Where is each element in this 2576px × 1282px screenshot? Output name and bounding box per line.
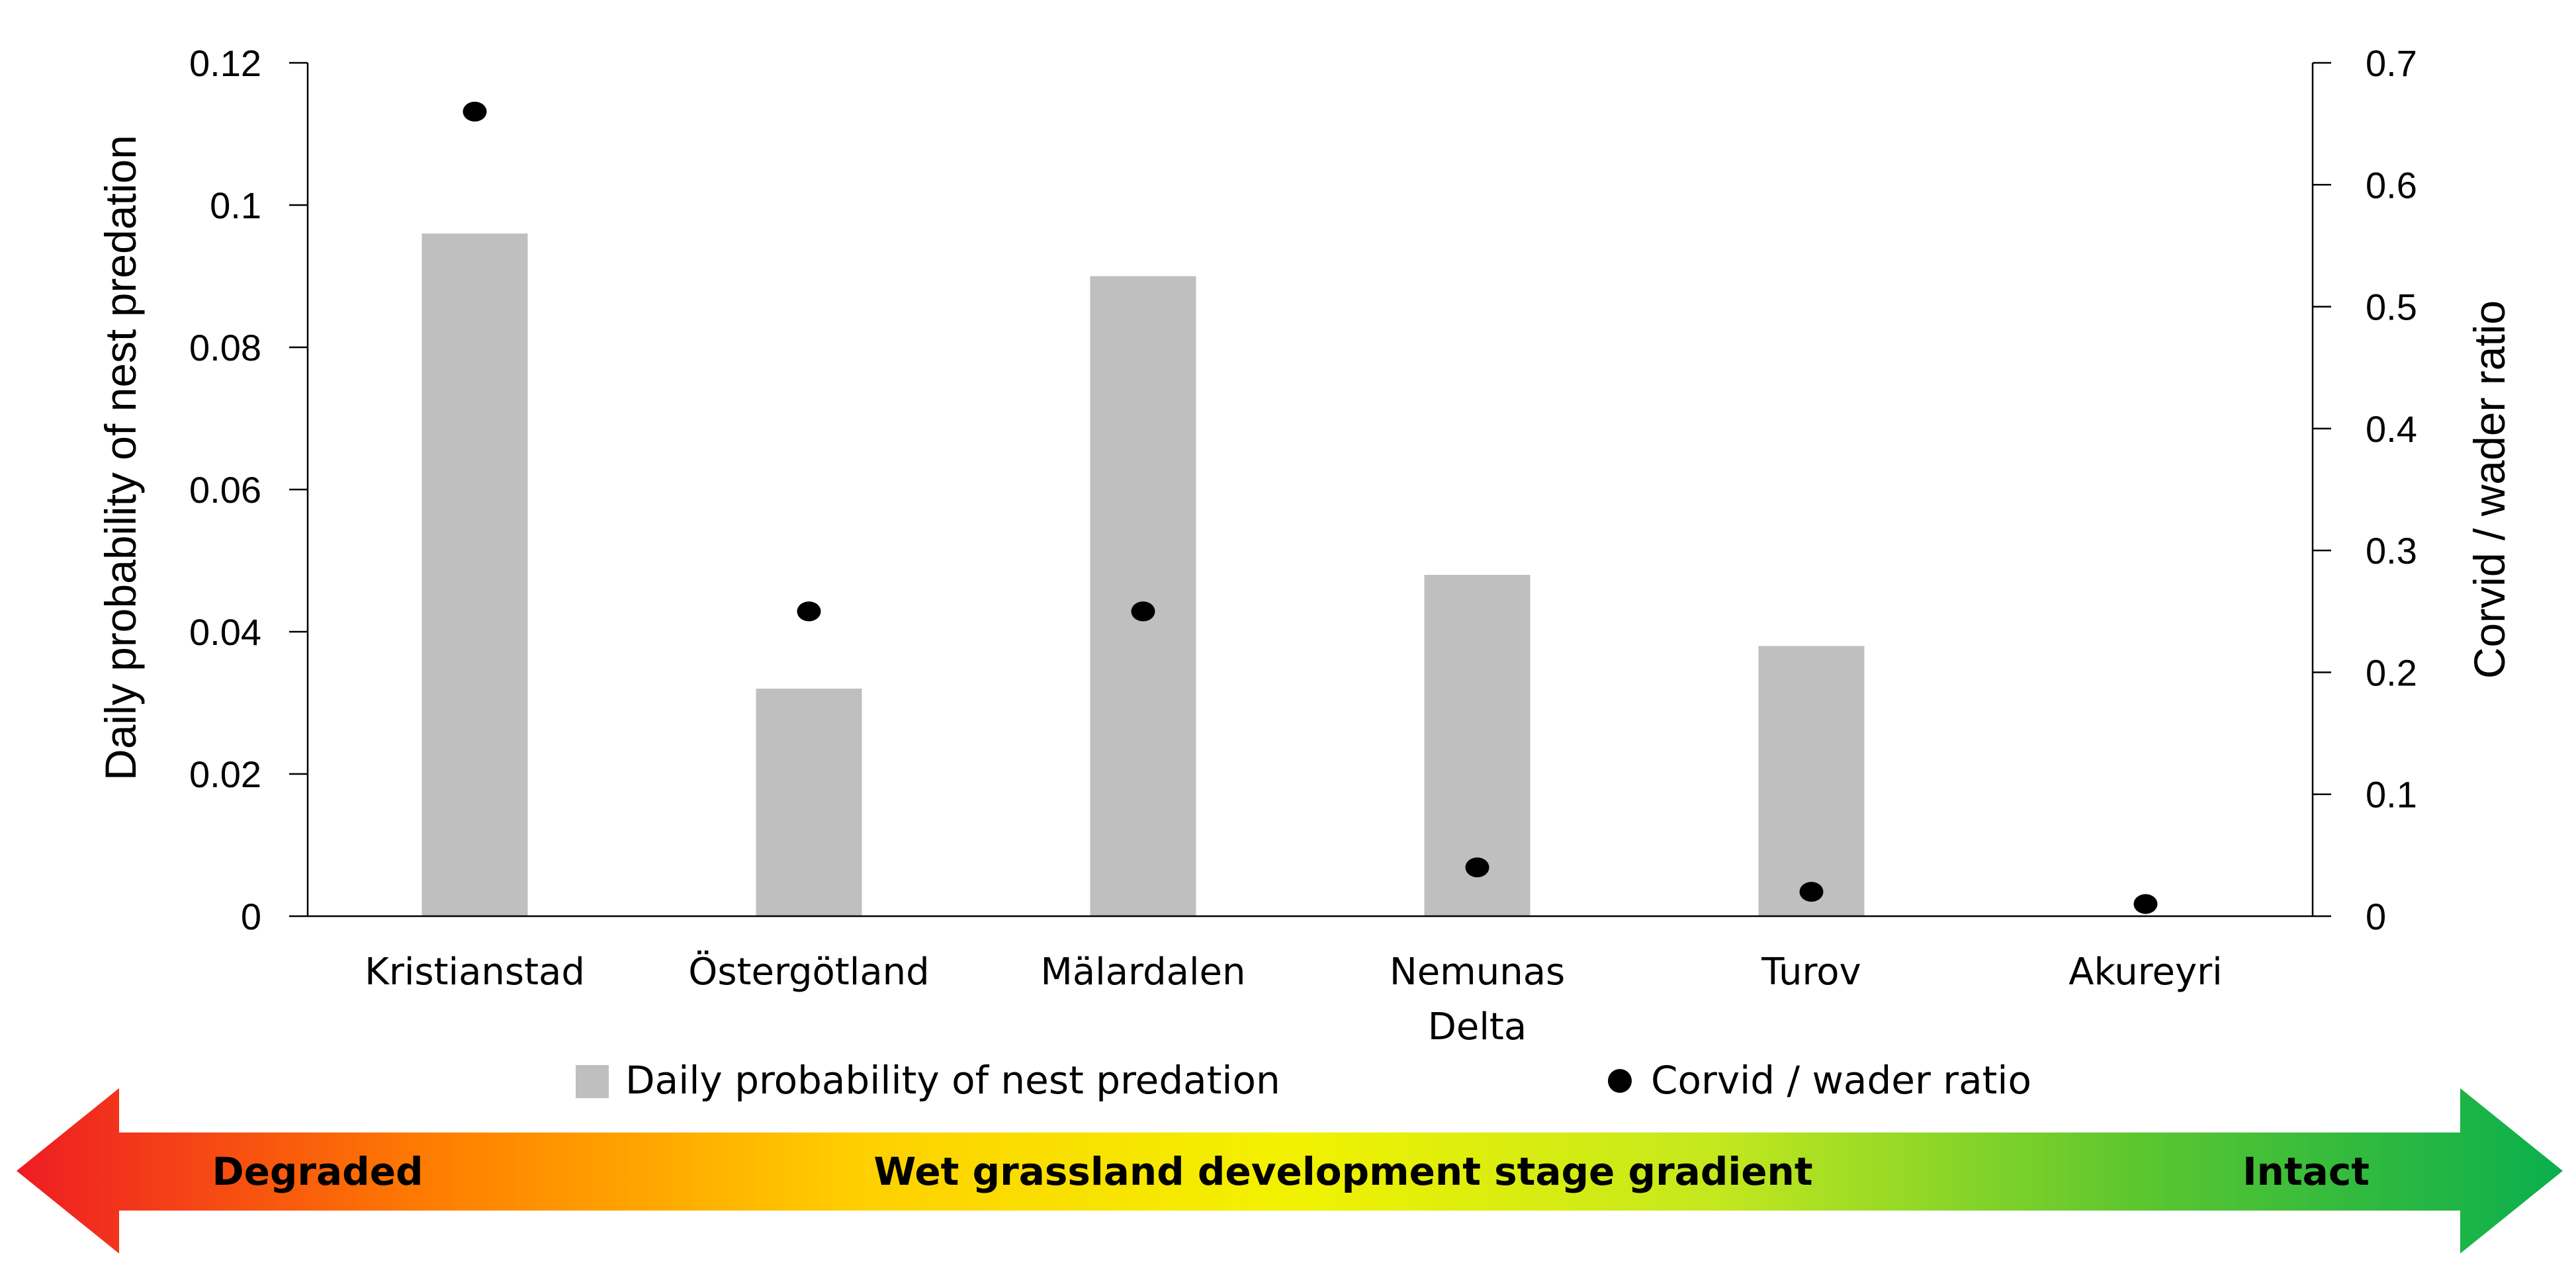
gradient-arrow-shape — [17, 1088, 2563, 1254]
point-mälardalen — [1131, 601, 1155, 622]
gradient-right-label: Intact — [2243, 1149, 2370, 1194]
right-tick-label: 0.3 — [2366, 530, 2417, 572]
category-label: Delta — [1428, 1005, 1527, 1048]
left-tick-label: 0 — [241, 896, 261, 937]
left-tick-label: 0.08 — [189, 327, 261, 368]
right-tick-label: 0.2 — [2366, 652, 2417, 693]
left-axis-title: Daily probability of nest predation — [96, 135, 145, 781]
bar-kristianstad — [422, 234, 528, 916]
right-tick-label: 0.4 — [2366, 408, 2417, 450]
gradient-center-label: Wet grassland development stage gradient — [873, 1149, 1812, 1194]
legend-point-swatch — [1608, 1069, 1632, 1093]
legend-point-label: Corvid / wader ratio — [1651, 1058, 2031, 1103]
bar-mälardalen — [1090, 276, 1196, 916]
category-label: Kristianstad — [365, 951, 585, 994]
category-label: Mälardalen — [1041, 951, 1246, 994]
bar-östergötland — [756, 689, 862, 916]
category-label: Östergötland — [688, 951, 929, 994]
legend-bar-swatch — [576, 1065, 609, 1098]
right-tick-label: 0.1 — [2366, 774, 2417, 816]
right-tick-label: 0.5 — [2366, 286, 2417, 328]
legend: Daily probability of nest predation Corv… — [576, 1058, 2031, 1103]
gradient-left-label: Degraded — [212, 1149, 423, 1194]
left-tick-label: 0.02 — [189, 753, 261, 795]
bar-turov — [1758, 646, 1865, 916]
left-tick-label: 0.04 — [189, 611, 261, 653]
right-tick-label: 0 — [2366, 896, 2386, 937]
category-label: Akureyri — [2068, 951, 2222, 994]
gradient-arrow: Degraded Wet grassland development stage… — [17, 1088, 2563, 1254]
point-turov — [1799, 882, 1824, 902]
left-tick-label: 0.1 — [210, 185, 261, 226]
legend-bar-label: Daily probability of nest predation — [625, 1058, 1280, 1103]
right-tick-label: 0.7 — [2366, 42, 2417, 84]
point-kristianstad — [463, 101, 487, 122]
point-akureyri — [2133, 894, 2158, 914]
category-label: Turov — [1761, 951, 1861, 994]
left-tick-label: 0.12 — [189, 42, 261, 84]
left-tick-label: 0.06 — [189, 469, 261, 511]
point-nemunas-delta — [1465, 857, 1489, 878]
right-axis-title: Corvid / wader ratio — [2465, 300, 2514, 679]
right-tick-label: 0.6 — [2366, 164, 2417, 206]
category-label: Nemunas — [1390, 951, 1565, 994]
point-östergötland — [797, 601, 821, 622]
